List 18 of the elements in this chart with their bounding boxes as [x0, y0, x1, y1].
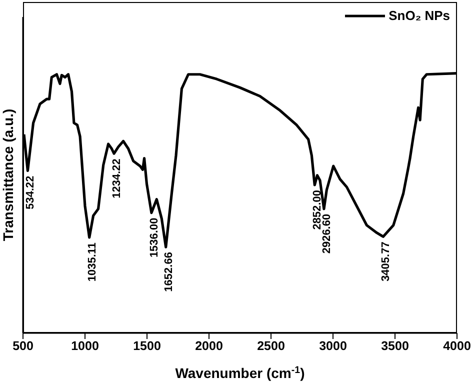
x-tick-label: 4000 — [443, 338, 471, 353]
annotation: 3405.77 — [380, 242, 392, 282]
x-tick-label: 1500 — [133, 338, 161, 353]
x-tick-label: 3500 — [381, 338, 409, 353]
annotation: 1035.11 — [86, 242, 98, 282]
annotation: 1234.22 — [111, 158, 124, 198]
y-axis-title: Transmittance (a.u.) — [0, 108, 16, 242]
annotation: 1652.66 — [162, 252, 175, 292]
annotation: 1536.00 — [148, 218, 160, 258]
legend-label: SnO₂ NPs — [388, 8, 450, 23]
x-tick-label: 500 — [12, 338, 34, 353]
x-tick-label: 3000 — [319, 338, 347, 353]
annotation: 2926.60 — [320, 214, 333, 254]
x-tick-label: 1000 — [71, 338, 99, 353]
x-tick-label: 2000 — [195, 338, 223, 353]
annotation: 534.22 — [24, 176, 37, 210]
x-axis-title: Wavenumber (cm$^{-1}$) — [175, 364, 305, 381]
x-tick-label: 2500 — [257, 338, 285, 353]
